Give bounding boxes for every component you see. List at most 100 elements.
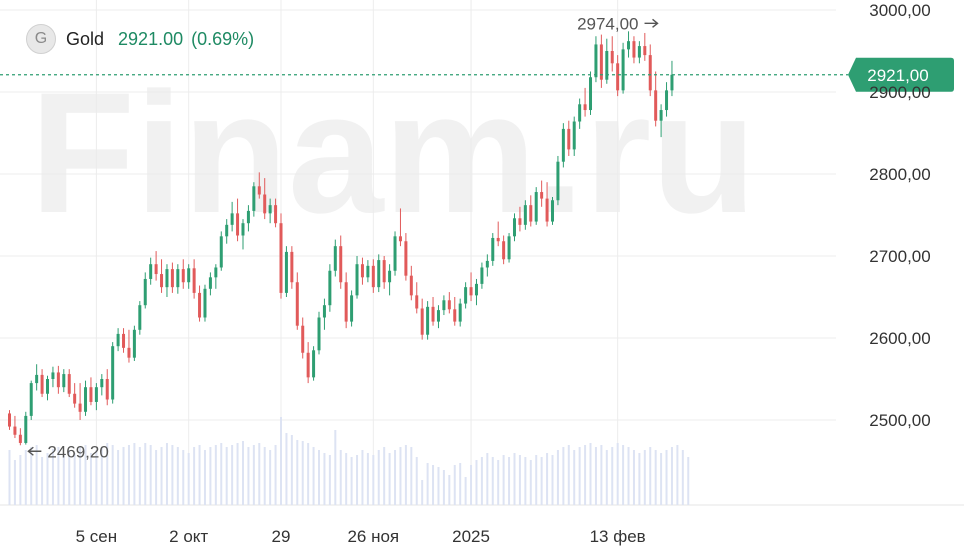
x-axis: 5 сен 2 окт 29 26 ноя 2025 13 фев xyxy=(76,527,646,546)
candle-body xyxy=(360,264,364,278)
candle-body xyxy=(388,270,392,283)
volume-bar xyxy=(622,445,625,505)
volume-bar xyxy=(35,445,38,505)
candle xyxy=(420,298,424,340)
volume-bar xyxy=(13,460,16,505)
volume-bar xyxy=(79,447,82,505)
candle-body xyxy=(24,415,28,443)
candle-body xyxy=(344,282,348,322)
candle xyxy=(165,264,169,297)
volume-bar xyxy=(62,455,65,505)
candle-body xyxy=(165,269,169,288)
watermark-text: Finam.ru xyxy=(30,57,756,249)
candle-body xyxy=(51,372,55,379)
candle xyxy=(333,239,337,277)
candle xyxy=(56,365,60,394)
volume-bar xyxy=(296,440,299,505)
volume-bar xyxy=(605,450,608,505)
y-tick-label: 2500,00 xyxy=(869,411,930,430)
volume-bar xyxy=(643,450,646,505)
candle xyxy=(458,298,462,327)
volume-bar xyxy=(660,453,663,505)
candle xyxy=(523,200,527,230)
candle-body xyxy=(518,218,522,225)
candle-body xyxy=(236,213,240,236)
candle-body xyxy=(523,205,527,225)
candle xyxy=(366,260,370,283)
candle xyxy=(312,346,316,381)
volume-bar xyxy=(589,443,592,505)
y-tick-label: 3000,00 xyxy=(869,1,930,20)
candle-body xyxy=(366,265,370,278)
candle-body xyxy=(263,194,267,214)
candle xyxy=(360,257,364,285)
candle xyxy=(100,374,104,396)
candle-body xyxy=(420,308,424,335)
volume-bar xyxy=(30,447,33,505)
candle-body xyxy=(143,278,147,306)
candle xyxy=(382,256,386,289)
candle-body xyxy=(268,205,272,214)
instrument-name: Gold xyxy=(66,28,105,49)
candle-body xyxy=(469,287,473,296)
volume-bar xyxy=(182,450,185,505)
volume-bar xyxy=(236,443,239,505)
candle xyxy=(301,317,305,359)
candle xyxy=(105,369,109,406)
candle-body xyxy=(534,192,538,222)
volume-bar xyxy=(241,441,244,505)
volume-bar xyxy=(573,450,576,505)
candle-body xyxy=(154,264,158,275)
candle xyxy=(122,328,126,353)
candle xyxy=(583,87,587,117)
candle xyxy=(154,251,158,281)
volume-bar xyxy=(518,455,521,505)
volume-bar xyxy=(301,441,304,505)
candle-body xyxy=(670,74,674,91)
volume-bar xyxy=(361,450,364,505)
volume-bar xyxy=(372,455,375,505)
candle-body xyxy=(46,379,50,394)
volume-bar xyxy=(448,475,451,505)
candle-body xyxy=(230,213,234,225)
candle-body xyxy=(252,186,256,211)
candle xyxy=(13,415,17,439)
volume-bar xyxy=(187,453,190,505)
candle xyxy=(89,377,93,406)
candle xyxy=(442,295,446,316)
volume-bar xyxy=(513,453,516,505)
candle-body xyxy=(458,303,462,322)
candle-body xyxy=(138,305,142,330)
candle-body xyxy=(393,236,397,271)
volume-bar xyxy=(144,443,147,505)
volume-bar xyxy=(225,447,228,505)
candle-body xyxy=(219,236,223,268)
candle xyxy=(599,34,603,88)
volume-bar xyxy=(584,445,587,505)
candle xyxy=(616,55,620,97)
x-tick-label: 2025 xyxy=(452,527,490,546)
candle xyxy=(545,182,549,227)
candle-body xyxy=(328,270,332,306)
candle xyxy=(84,380,88,416)
candle xyxy=(447,292,451,314)
volume-bar xyxy=(491,457,494,505)
candle-body xyxy=(605,51,609,80)
candle xyxy=(160,259,164,293)
volume-bar xyxy=(176,447,179,505)
candle xyxy=(621,42,625,94)
candle xyxy=(295,272,299,330)
volume-bar xyxy=(670,447,673,505)
candle xyxy=(290,246,294,289)
candle xyxy=(143,272,147,309)
candle xyxy=(40,369,44,398)
max-price-label: 2974,00 xyxy=(577,14,638,33)
candle-body xyxy=(578,104,582,122)
candle-body xyxy=(18,434,22,443)
candle-body xyxy=(160,274,164,288)
candle xyxy=(518,206,522,232)
candle-body xyxy=(73,393,77,404)
candle xyxy=(274,198,278,228)
y-tick-label: 2800,00 xyxy=(869,165,930,184)
